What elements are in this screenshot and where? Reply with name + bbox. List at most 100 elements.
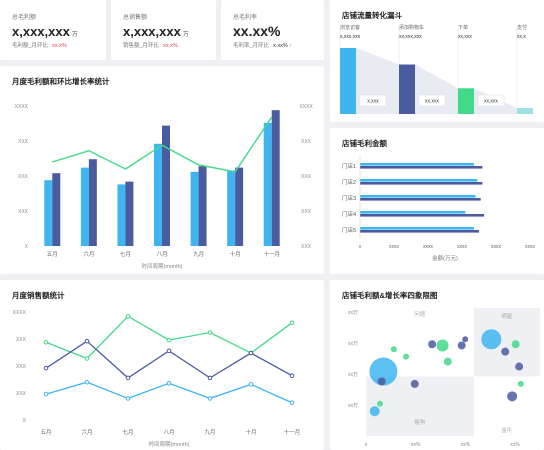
data-point <box>248 382 254 387</box>
kpi-sub: 毛利率_月环比 x.xx%↑ <box>233 43 292 49</box>
kpi-label: 总毛利额 <box>12 15 37 21</box>
x-tick-label: 十月 <box>245 428 256 436</box>
label-box <box>359 94 387 107</box>
data-point <box>289 320 295 326</box>
funnel-card: 店铺流量转化漏斗 浏览访客 x,xxx,xxx x,xxx 添加购物车 xx,xxx,x… <box>330 0 544 122</box>
x-tick-label: xxxx <box>457 244 468 250</box>
bar <box>190 171 199 246</box>
x-tick-label: xx% <box>510 442 520 448</box>
data-point <box>248 350 254 356</box>
y-tick-label: xx万 <box>348 372 358 378</box>
stage-value: xx,x <box>517 34 526 40</box>
kpi-value: x,xxx,xxx 万 <box>12 24 78 39</box>
y-tick-label: 门店5 <box>342 226 356 234</box>
y-tick-label: XXX <box>18 174 29 180</box>
x-tick-label: x <box>365 442 368 448</box>
y-tick-label: XXX <box>16 337 27 343</box>
scatter-point <box>376 400 383 407</box>
bar <box>235 167 244 246</box>
bar <box>88 159 97 246</box>
scatter-point <box>403 353 410 360</box>
x-tick-label: 八月 <box>163 429 174 436</box>
quadrant-label: 明星 <box>501 313 513 320</box>
x-tick-label: 十月 <box>230 250 241 258</box>
x-tick-label: 七月 <box>122 428 133 436</box>
x-tick-label: xx% <box>411 442 421 448</box>
data-point <box>166 380 172 386</box>
stage-value: xx,xxx,xxx <box>399 34 422 40</box>
label-box <box>418 94 446 107</box>
data-point <box>207 375 213 381</box>
x-tick-label: 六月 <box>83 250 94 258</box>
arrow-up-icon: ↑ <box>288 43 292 49</box>
quadrant-label: 金牛 <box>501 426 513 434</box>
data-point <box>125 396 131 401</box>
bar <box>360 179 478 182</box>
stage-value: x,xxx,xxx <box>340 34 361 40</box>
bar <box>44 180 53 246</box>
bar <box>162 125 170 246</box>
data-point <box>43 365 49 371</box>
stage-name: 下单 <box>458 24 468 31</box>
scatter-point <box>507 391 518 402</box>
stage-label: x,xxx <box>367 99 379 105</box>
y-tick-label: XXX <box>18 209 29 215</box>
data-point <box>166 348 172 354</box>
data-point <box>125 375 131 381</box>
scatter-point <box>436 339 449 352</box>
x-tick-label: 九月 <box>204 428 215 436</box>
x-tick-label: 六月 <box>81 428 92 436</box>
x-axis-label: 金额(万元) <box>432 254 458 262</box>
y-tick-label: XXX <box>18 139 29 145</box>
kpi-sub: 毛利额_月环比 xx.x% <box>12 43 67 49</box>
data-point <box>84 338 90 344</box>
y2-tick-label: XXX <box>301 209 312 215</box>
y-tick-label: XXXX <box>13 310 27 316</box>
bar <box>360 214 485 217</box>
chart-title: 店铺毛利额&增长率四象限图 <box>342 291 438 300</box>
bar <box>360 182 483 185</box>
kpi-card-sales: 总销售额 x,xxx,xxx 万 销售额_月环比 xx.x% <box>111 0 216 60</box>
bar <box>271 110 280 246</box>
x-tick-label: xxxx <box>491 244 502 250</box>
x-tick-label: xxxx <box>389 244 400 250</box>
label-box <box>477 94 505 107</box>
scatter-point <box>481 329 502 350</box>
y2-tick-label: XXXX <box>299 104 313 110</box>
funnel-bar <box>458 88 474 114</box>
bar <box>117 184 126 246</box>
data-point <box>84 379 90 385</box>
kpi-label: 总销售额 <box>123 15 148 21</box>
y-tick-label: X <box>23 418 27 424</box>
chart-title: 店铺毛利金额 <box>342 139 387 148</box>
y-tick-label: X <box>25 244 29 250</box>
chart-title: 月度毛利额和环比增长率统计 <box>12 77 110 86</box>
store-profit-card: 店铺毛利金额 门店1 门店2 门店3 门店4 门店5 x xxxx xxxx xxxx xxxx x… <box>330 128 544 274</box>
stage-value: xx,xxx <box>458 34 472 40</box>
data-point <box>166 337 172 343</box>
funnel-connector <box>415 64 458 114</box>
kpi-sub: 销售额_月环比 xx.x% <box>123 43 178 49</box>
bar <box>360 198 481 201</box>
scatter-point <box>457 341 466 350</box>
scatter-point <box>369 357 398 386</box>
scatter-point <box>515 362 524 371</box>
bar <box>227 170 236 246</box>
x-tick-label: 七月 <box>120 250 131 258</box>
x-tick-label: xx% <box>461 442 471 448</box>
y-tick-label: 门店3 <box>342 194 356 202</box>
scatter-point <box>410 379 419 388</box>
scatter-point <box>390 346 397 353</box>
bar <box>360 211 466 214</box>
kpi-value: x,xxx,xxx 万 <box>123 24 189 39</box>
quadrant-label: 瘦狗 <box>414 418 426 426</box>
x-tick-label: 五月 <box>47 251 58 258</box>
kpi-card-margin: 总毛利率 xx.xx% 毛利率_月环比 x.xx%↑ <box>221 0 324 60</box>
y-tick-label: 门店4 <box>342 210 356 218</box>
scatter-point <box>462 336 469 343</box>
bar <box>360 195 476 198</box>
data-point <box>43 339 49 345</box>
